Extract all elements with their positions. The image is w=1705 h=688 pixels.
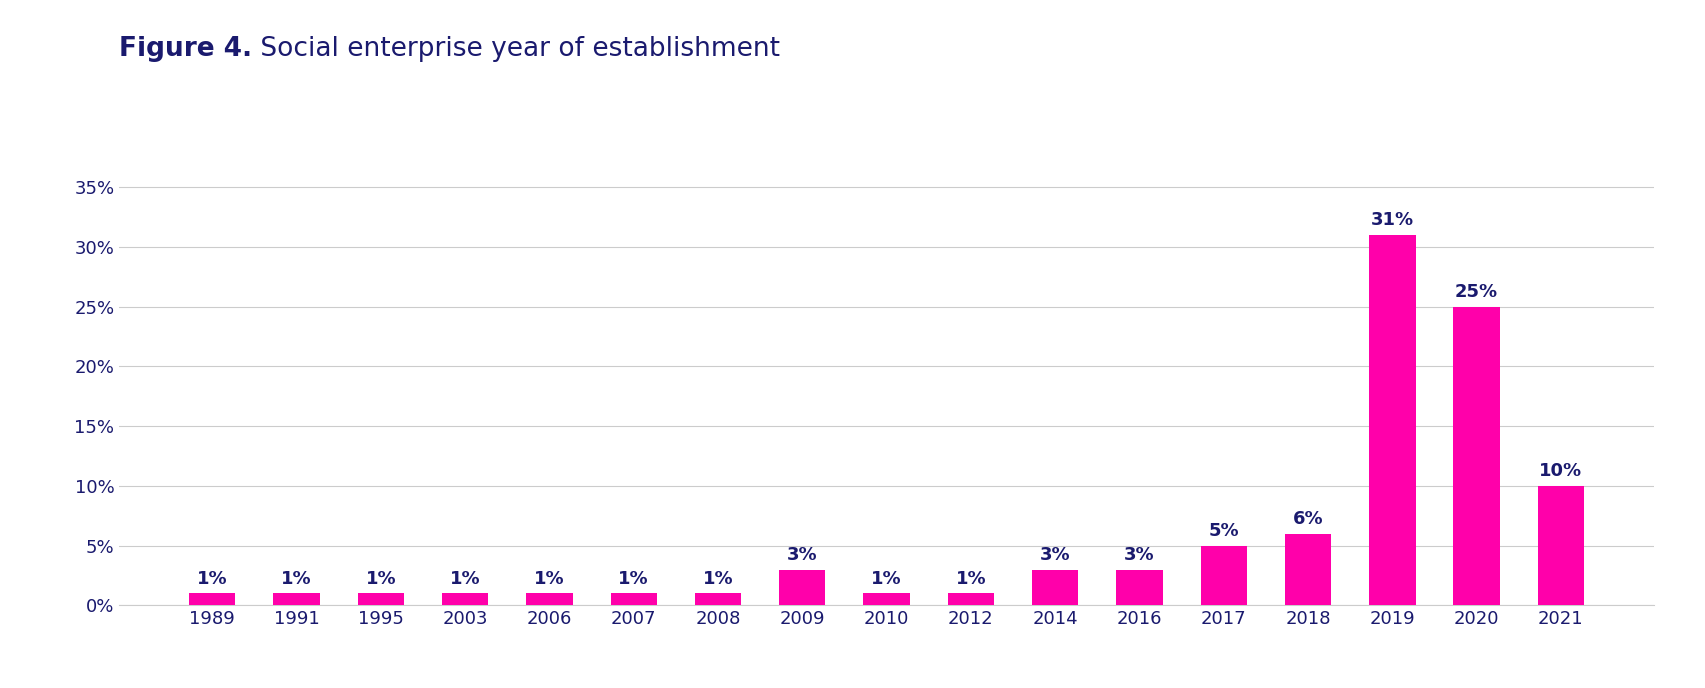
Bar bbox=[1117, 570, 1163, 605]
Text: 25%: 25% bbox=[1454, 283, 1499, 301]
Text: Social enterprise year of establishment: Social enterprise year of establishment bbox=[252, 36, 781, 62]
Bar bbox=[948, 594, 994, 605]
Text: 1%: 1% bbox=[365, 570, 396, 588]
Bar bbox=[696, 594, 742, 605]
Text: 1%: 1% bbox=[619, 570, 650, 588]
Text: 3%: 3% bbox=[1040, 546, 1071, 563]
Text: 10%: 10% bbox=[1540, 462, 1582, 480]
Bar bbox=[273, 594, 321, 605]
Text: 6%: 6% bbox=[1292, 510, 1323, 528]
Bar bbox=[1538, 486, 1584, 605]
Bar bbox=[1200, 546, 1246, 605]
Text: 1%: 1% bbox=[871, 570, 902, 588]
Text: 1%: 1% bbox=[281, 570, 312, 588]
Bar bbox=[1286, 534, 1332, 605]
Bar bbox=[610, 594, 656, 605]
Text: 3%: 3% bbox=[788, 546, 818, 563]
Bar bbox=[358, 594, 404, 605]
Bar bbox=[1369, 235, 1415, 605]
Bar bbox=[1453, 307, 1500, 605]
Text: 1%: 1% bbox=[534, 570, 564, 588]
Bar bbox=[189, 594, 235, 605]
Bar bbox=[863, 594, 910, 605]
Text: 3%: 3% bbox=[1124, 546, 1154, 563]
Bar bbox=[779, 570, 825, 605]
Text: Figure 4.: Figure 4. bbox=[119, 36, 252, 62]
Text: 1%: 1% bbox=[702, 570, 733, 588]
Text: 31%: 31% bbox=[1371, 211, 1413, 229]
Text: 1%: 1% bbox=[955, 570, 985, 588]
Text: 1%: 1% bbox=[198, 570, 227, 588]
Bar bbox=[527, 594, 573, 605]
Bar bbox=[442, 594, 488, 605]
Bar bbox=[1032, 570, 1078, 605]
Text: 1%: 1% bbox=[450, 570, 481, 588]
Text: 5%: 5% bbox=[1209, 522, 1240, 539]
